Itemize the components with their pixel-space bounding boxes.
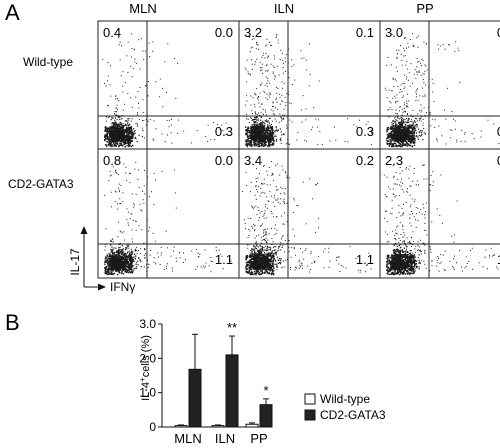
panel-b-letter: B (5, 310, 20, 335)
dot-plot-iln-wild-type: 3.2 0.1 0.3 (238, 20, 381, 151)
quadrant-upper-right-value: 0.0 (497, 25, 500, 40)
dot-plot-pp-cd2-gata3: 2.3 0.1 1.0 (379, 148, 500, 279)
quadrant-upper-right-value: 0.0 (215, 25, 233, 40)
x-axis-label-ifng: IFNγ (110, 280, 135, 294)
legend-swatch-wild-type (304, 393, 316, 405)
quadrant-upper-left-value: 3.2 (244, 25, 262, 40)
quadrant-upper-right-value: 0.2 (356, 153, 374, 168)
dot-plot-mln-wild-type: 0.4 0.0 0.3 (97, 20, 240, 151)
legend-label-wild-type: Wild-type (320, 392, 370, 406)
quadrant-lower-right-value: 0.4 (497, 124, 500, 139)
dot-plot-iln-cd2-gata3: 3.4 0.2 1.1 (238, 148, 381, 279)
dot-cloud (383, 164, 499, 276)
x-tick-label-mln: MLN (174, 431, 201, 446)
y-tick-label: 0 (149, 420, 156, 434)
y-axis-label-sup: + (138, 377, 147, 382)
significance-marker: ** (227, 320, 237, 335)
bar-iln-cd2-gata3 (225, 354, 239, 428)
row-label-wild-type: Wild-type (23, 55, 73, 69)
quadrant-lower-right-value: 1.0 (497, 252, 500, 267)
legend: Wild-type CD2-GATA3 (304, 392, 386, 422)
dot-cloud (242, 161, 372, 276)
quadrant-upper-right-value: 0.1 (497, 153, 500, 168)
panel-a-letter: A (5, 0, 20, 25)
y-axis-label: IL-4+cells (%) (138, 335, 152, 401)
legend-label-cd2-gata3: CD2-GATA3 (320, 408, 386, 422)
dot-cloud (104, 161, 232, 276)
quadrant-upper-left-value: 3.4 (244, 153, 262, 168)
y-axis-label-main: IL-4 (140, 382, 152, 401)
axis-indicator: IL-17 IFNγ (68, 226, 135, 294)
quadrant-lower-right-value: 0.3 (215, 124, 233, 139)
row-label-cd2-gata3: CD2-GATA3 (8, 177, 74, 191)
dot-plot-mln-cd2-gata3: 0.8 0.0 1.1 (97, 148, 240, 279)
y-axis-label-rest: cells (%) (140, 335, 152, 377)
dot-cloud (384, 33, 500, 148)
bar-iln-wild-type (211, 425, 225, 428)
bar-mln-cd2-gata3 (188, 368, 202, 428)
legend-swatch-cd2-gata3 (304, 409, 316, 421)
y-tick-label: 1.0 (139, 386, 156, 400)
quadrant-upper-left-value: 3.0 (385, 25, 403, 40)
column-label-pp: PP (416, 1, 433, 16)
dot-cloud (244, 33, 373, 148)
quadrant-upper-right-value: 0.1 (356, 25, 374, 40)
quadrant-upper-right-value: 0.0 (215, 153, 233, 168)
significance-marker: * (263, 383, 268, 398)
y-axis-label-il17: IL-17 (68, 248, 82, 276)
quadrant-upper-left-value: 0.4 (103, 25, 121, 40)
flow-cytometry-plots: 0.4 0.0 0.3 3.2 0.1 0.3 3.0 0.0 0.4 0.8 0.0 1.1 3.4 0… (97, 20, 500, 279)
column-label-mln: MLN (129, 1, 156, 16)
quadrant-lower-right-value: 1.1 (356, 252, 374, 267)
quadrant-lower-right-value: 1.1 (215, 252, 233, 267)
y-tick-label: 2.0 (139, 351, 156, 365)
dot-cloud (102, 33, 227, 148)
quadrant-upper-left-value: 2.3 (385, 153, 403, 168)
column-label-iln: ILN (274, 1, 294, 16)
quadrant-lower-right-value: 0.3 (356, 124, 374, 139)
y-tick-label: 3.0 (139, 317, 156, 331)
bar-chart: 0 1.0 2.0 3.0 MLN ** ILN * PP (139, 317, 273, 446)
dot-plot-pp-wild-type: 3.0 0.0 0.4 (379, 20, 500, 151)
bar-pp-cd2-gata3 (259, 404, 273, 428)
x-tick-label-pp: PP (250, 431, 267, 446)
bar-pp-wild-type (245, 423, 259, 428)
quadrant-upper-left-value: 0.8 (103, 153, 121, 168)
x-tick-label-iln: ILN (215, 431, 235, 446)
bar-mln-wild-type (174, 425, 188, 428)
